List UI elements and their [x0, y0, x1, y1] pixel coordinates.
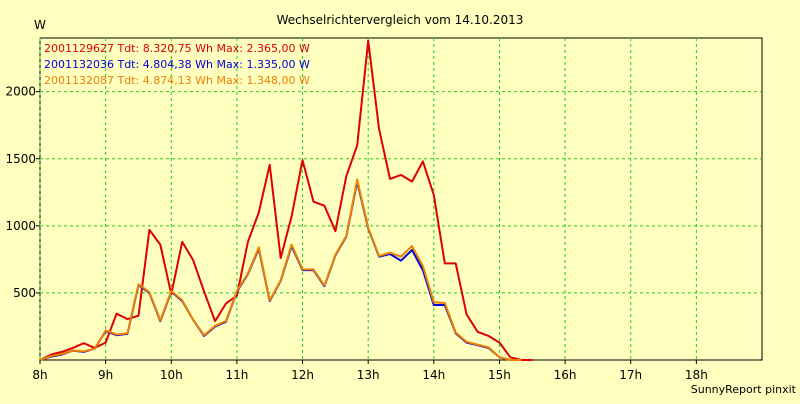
y-axis-unit: W — [34, 18, 46, 32]
x-tick-label: 16h — [554, 368, 577, 382]
legend: 2001129627 Tdt: 8.320,75 Wh Max: 2.365,0… — [44, 42, 310, 87]
x-tick-label: 15h — [488, 368, 511, 382]
x-tick-label: 17h — [619, 368, 642, 382]
legend-entry-3: 2001132087 Tdt: 4.874,13 Wh Max: 1.348,0… — [44, 74, 310, 87]
x-tick-label: 12h — [291, 368, 314, 382]
x-tick-label: 11h — [225, 368, 248, 382]
series-lines — [39, 39, 533, 361]
y-tick-label: 2000 — [5, 85, 36, 99]
series-line-2001132087 — [39, 178, 522, 361]
chart-title: Wechselrichtervergleich vom 14.10.2013 — [277, 13, 524, 27]
x-tick-label: 18h — [685, 368, 708, 382]
x-tick-label: 14h — [422, 368, 445, 382]
x-tick-label: 10h — [160, 368, 183, 382]
x-tick-label: 13h — [357, 368, 380, 382]
legend-entry-1: 2001129627 Tdt: 8.320,75 Wh Max: 2.365,0… — [44, 42, 310, 55]
y-axis-ticks: 500 1000 1500 2000 — [5, 85, 40, 300]
y-tick-label: 1500 — [5, 152, 36, 166]
y-tick-label: 1000 — [5, 219, 36, 233]
series-line-2001129627 — [39, 39, 533, 361]
legend-entry-2: 2001132036 Tdt: 4.804,38 Wh Max: 1.335,0… — [44, 58, 310, 71]
x-axis-ticks: 8h 9h 10h 11h 12h 13h 14h 15h 16h 17h 18h — [32, 360, 708, 382]
x-tick-label: 9h — [98, 368, 113, 382]
y-tick-label: 500 — [13, 286, 36, 300]
grid-lines — [39, 38, 762, 360]
x-tick-label: 8h — [32, 368, 47, 382]
footer-credit: SunnyReport pinxit — [691, 383, 797, 396]
